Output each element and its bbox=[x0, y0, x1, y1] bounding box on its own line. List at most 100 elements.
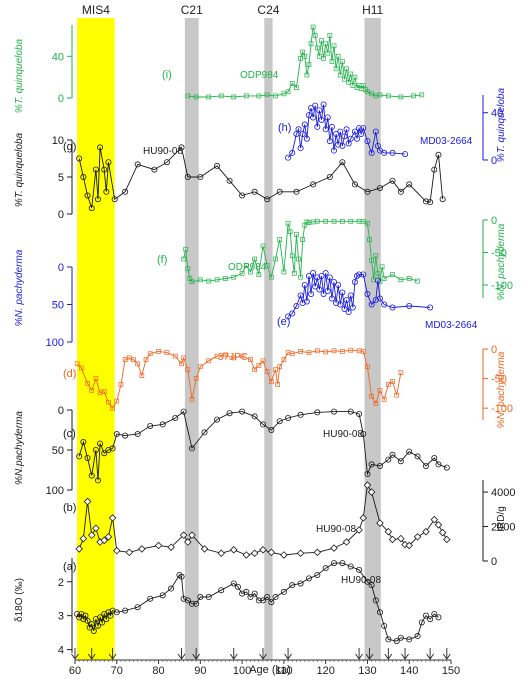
series-b-point bbox=[242, 551, 251, 559]
series-g-point bbox=[122, 188, 129, 195]
series-a-point bbox=[422, 612, 429, 619]
panel-h-site-label: MD03-2664 bbox=[420, 136, 473, 147]
series-d-point bbox=[348, 347, 354, 353]
series-a-point bbox=[147, 595, 154, 602]
series-i-point bbox=[346, 80, 351, 85]
series-b-point bbox=[250, 549, 259, 558]
panel-h-tick-label: 0 bbox=[491, 155, 497, 167]
panel-d-ylabel: %N. pachyderma bbox=[496, 351, 507, 428]
series-b-point bbox=[108, 514, 117, 522]
series-g-point bbox=[92, 166, 99, 173]
series-i-point bbox=[344, 66, 349, 72]
series-e-point bbox=[341, 305, 348, 312]
series-a-point bbox=[331, 560, 338, 567]
series-d-point bbox=[193, 376, 199, 381]
series-e-point bbox=[316, 286, 323, 293]
series-c-point bbox=[347, 408, 354, 415]
band-label-c24: C24 bbox=[257, 3, 279, 17]
panel-i-axis: 0 40 %T. quinqueloba (i) ODP984 bbox=[14, 25, 279, 113]
series-e-point bbox=[301, 281, 308, 288]
series-e-point bbox=[324, 287, 331, 294]
series-a-point bbox=[339, 560, 346, 567]
panel-f-tick-label: -100 bbox=[491, 280, 513, 292]
series-a-point bbox=[105, 609, 112, 616]
series-d-point bbox=[298, 349, 303, 354]
series-h-point bbox=[337, 128, 344, 135]
series-g-point bbox=[406, 181, 413, 188]
series-e-line bbox=[287, 272, 431, 317]
series-g-point bbox=[80, 173, 87, 180]
series-a-point bbox=[197, 594, 204, 601]
series-a-point bbox=[297, 580, 304, 587]
series-c-point bbox=[389, 451, 396, 458]
series-g-point bbox=[239, 192, 246, 199]
series-i-point bbox=[377, 92, 383, 98]
age-control-arrow bbox=[365, 648, 374, 660]
panel-g-letter: (g) bbox=[63, 141, 76, 153]
series-a-point bbox=[381, 622, 388, 629]
panel-g-tick-label: 0 bbox=[58, 209, 64, 221]
series-e-point bbox=[337, 301, 344, 308]
series-i-point bbox=[264, 92, 270, 98]
series-d-point bbox=[369, 393, 374, 399]
band-label-h11: H11 bbox=[362, 3, 383, 17]
series-a-point bbox=[239, 590, 246, 597]
series-a-point bbox=[168, 585, 175, 592]
series-d-point bbox=[381, 396, 387, 402]
panel-a-letter: (a) bbox=[63, 561, 76, 573]
x-tick-label: 80 bbox=[152, 665, 164, 677]
series-g-point bbox=[197, 173, 204, 180]
series-c-point bbox=[180, 408, 187, 415]
series-g-point bbox=[264, 196, 271, 203]
series-e-point bbox=[310, 269, 317, 276]
series-d-point bbox=[275, 382, 280, 387]
series-d bbox=[74, 347, 404, 411]
climate-event-bands: MIS4 C21 C24 H11 bbox=[77, 3, 384, 660]
series-h-point bbox=[318, 116, 325, 123]
panel-a-ylabel: δ18O (‰) bbox=[14, 578, 25, 622]
series-c-point bbox=[356, 410, 363, 417]
series-c-point bbox=[397, 458, 404, 465]
series-i-point bbox=[273, 93, 278, 99]
panel-h-tick-label: 40 bbox=[491, 108, 503, 120]
series-d-point bbox=[252, 367, 257, 373]
series-c-point bbox=[76, 453, 83, 460]
series-a-point bbox=[243, 588, 250, 595]
series-i-point bbox=[312, 33, 318, 38]
series-i-point bbox=[256, 93, 262, 99]
series-g-point bbox=[226, 177, 233, 184]
series-i-point bbox=[335, 53, 341, 59]
series-a-point bbox=[264, 594, 271, 601]
series-a-point bbox=[184, 597, 191, 604]
series-a-point bbox=[103, 616, 110, 623]
series-h-point bbox=[358, 130, 365, 137]
series-d-point bbox=[340, 349, 345, 354]
series-f-point bbox=[239, 270, 245, 276]
series-g-point bbox=[101, 166, 108, 173]
series-g-point bbox=[376, 185, 383, 192]
age-control-arrow bbox=[87, 648, 96, 660]
panel-e-axis: 0 50 100 %N. pachyderma (e) MD03-2664 bbox=[14, 249, 478, 349]
series-h-point bbox=[389, 149, 396, 156]
series-c-point bbox=[172, 414, 179, 421]
series-i bbox=[185, 24, 425, 100]
series-g-point bbox=[427, 199, 434, 206]
series-h-point bbox=[353, 135, 360, 142]
series-b-point bbox=[188, 531, 196, 539]
series-g-point bbox=[293, 188, 300, 195]
series-c-point bbox=[214, 416, 221, 423]
series-a-point bbox=[397, 634, 404, 641]
series-i-point bbox=[185, 93, 191, 99]
series-e-point bbox=[322, 269, 329, 276]
age-control-arrow bbox=[426, 648, 434, 660]
panel-a-axis: 2 3 4 δ18O (‰) (a) HU90-08 bbox=[14, 558, 381, 657]
series-e-point bbox=[376, 295, 383, 302]
series-h-point bbox=[314, 123, 321, 130]
series-a-point bbox=[109, 607, 116, 614]
panel-e-tick-label: 50 bbox=[52, 300, 64, 312]
series-a-point bbox=[113, 609, 120, 616]
series-b-point bbox=[313, 548, 322, 557]
series-e-point bbox=[318, 272, 325, 279]
series-e bbox=[285, 269, 434, 320]
panel-i-site-label: ODP984 bbox=[240, 70, 279, 81]
